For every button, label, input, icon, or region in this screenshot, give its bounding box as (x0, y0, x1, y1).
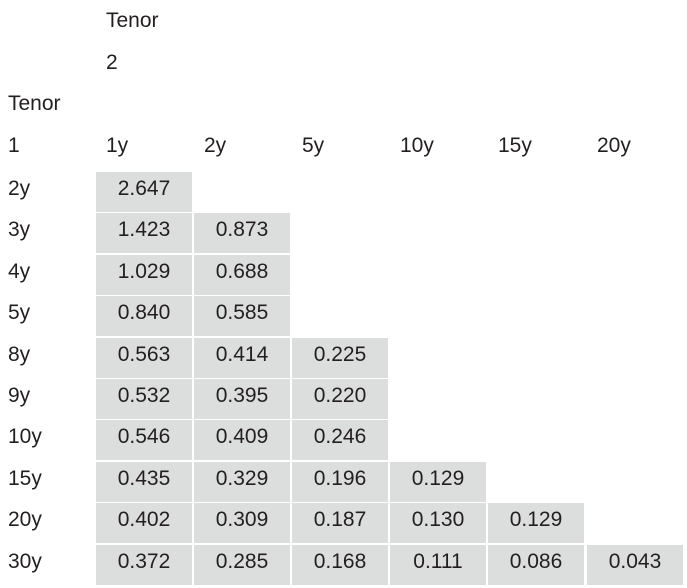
row-label: 15y (8, 466, 42, 490)
table-cell: 0.220 (292, 378, 388, 419)
column-header-10y: 10y (400, 134, 434, 157)
table-cell: 0.246 (292, 420, 388, 461)
row-label: 3y (8, 218, 31, 242)
table-row: 15y 0.435 0.329 0.196 0.129 (0, 461, 687, 503)
table-cell: 0.435 (96, 461, 192, 502)
table-cell: 0.086 (488, 544, 584, 585)
table-row: 10y 0.546 0.409 0.246 (0, 420, 687, 461)
table-cell: 0.409 (194, 420, 290, 461)
table-row: 3y 1.423 0.873 (0, 213, 687, 254)
column-header-title: Tenor (106, 9, 159, 32)
column-header-number: 2 (106, 51, 118, 74)
table-cell: 0.309 (194, 503, 290, 544)
table-row: 8y 0.563 0.414 0.225 (0, 337, 687, 379)
table-row: 9y 0.532 0.395 0.220 (0, 378, 687, 420)
table-cell: 1.423 (96, 213, 192, 254)
row-header-number: 1 (8, 134, 20, 157)
table-row: 4y 1.029 0.688 (0, 254, 687, 296)
table-cell: 0.285 (194, 544, 290, 585)
column-header-1y: 1y (106, 134, 129, 157)
table-row: 30y 0.372 0.285 0.168 0.111 0.086 0.043 (0, 544, 687, 586)
table-cell: 0.395 (194, 378, 290, 419)
table-cell: 0.873 (194, 213, 290, 254)
matrix-body: 2y 2.647 3y 1.423 0.873 4y 1.029 0.688 5y 0.840 0.… (0, 172, 687, 586)
table-cell: 0.372 (96, 544, 192, 585)
row-label: 20y (8, 508, 42, 532)
table-cell: 0.840 (96, 296, 192, 337)
row-label: 30y (8, 549, 42, 573)
row-label: 8y (8, 342, 31, 366)
table-cell: 0.585 (194, 296, 290, 337)
row-label: 4y (8, 259, 31, 283)
table-cell: 0.563 (96, 337, 192, 378)
row-label: 5y (8, 301, 31, 325)
table-cell: 0.111 (390, 544, 486, 585)
table-cell: 0.168 (292, 544, 388, 585)
table-cell: 0.129 (390, 461, 486, 502)
table-cell: 0.129 (488, 503, 584, 544)
table-row: 20y 0.402 0.309 0.187 0.130 0.129 (0, 503, 687, 544)
column-header-2y: 2y (204, 134, 227, 157)
table-cell: 0.402 (96, 503, 192, 544)
row-label: 9y (8, 383, 31, 407)
table-cell: 0.225 (292, 337, 388, 378)
table-cell: 0.546 (96, 420, 192, 461)
table-row: 2y 2.647 (0, 172, 687, 213)
row-label: 2y (8, 177, 31, 200)
table-cell: 0.329 (194, 461, 290, 502)
table-cell: 1.029 (96, 254, 192, 295)
table-row: 5y 0.840 0.585 (0, 296, 687, 337)
table-cell: 0.688 (194, 254, 290, 295)
column-header-15y: 15y (498, 134, 532, 157)
table-cell: 0.187 (292, 503, 388, 544)
table-cell: 0.043 (587, 544, 683, 585)
table-cell: 0.130 (390, 503, 486, 544)
table-cell: 0.196 (292, 461, 388, 502)
table-cell: 0.532 (96, 378, 192, 419)
table-cell: 0.414 (194, 337, 290, 378)
table-cell: 2.647 (96, 172, 192, 212)
column-header-20y: 20y (597, 134, 631, 157)
row-label: 10y (8, 425, 42, 449)
row-header-title: Tenor (8, 92, 61, 115)
column-header-5y: 5y (302, 134, 325, 157)
